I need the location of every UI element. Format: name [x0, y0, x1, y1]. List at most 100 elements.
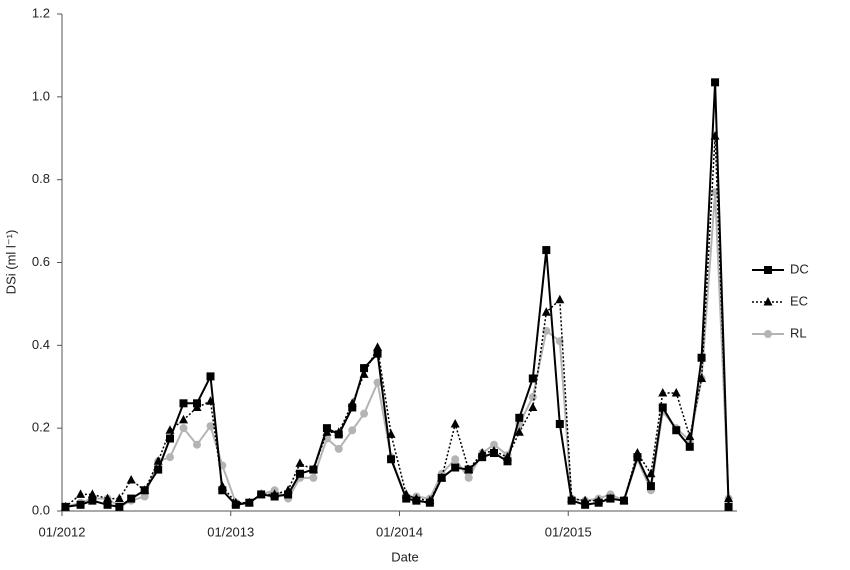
y-tick-label: 0.6: [32, 254, 50, 269]
marker-square: [127, 494, 136, 503]
marker-square: [685, 442, 694, 451]
marker-circle: [490, 440, 498, 449]
marker-square: [154, 465, 163, 474]
marker-square: [528, 374, 537, 383]
marker-square: [193, 399, 201, 408]
marker-triangle: [514, 427, 524, 436]
marker-circle: [206, 422, 215, 431]
marker-circle: [528, 393, 537, 402]
series-ec: [60, 131, 734, 511]
marker-triangle: [685, 431, 695, 440]
marker-circle: [555, 337, 564, 346]
marker-square: [555, 420, 564, 429]
marker-square: [425, 498, 434, 507]
x-axis-label: Date: [391, 549, 418, 564]
marker-triangle: [763, 297, 773, 306]
marker-square: [206, 372, 215, 381]
marker-square: [245, 498, 254, 507]
marker-square: [402, 494, 411, 503]
marker-square: [387, 455, 396, 464]
legend-label: RL: [790, 325, 807, 340]
marker-square: [567, 496, 576, 505]
marker-circle: [764, 330, 772, 338]
marker-square: [373, 349, 382, 358]
y-axis-label: DSi (ml l⁻¹): [3, 230, 18, 295]
marker-triangle: [555, 294, 565, 304]
marker-square: [711, 78, 720, 87]
marker-square: [179, 399, 188, 408]
marker-circle: [348, 426, 357, 435]
marker-triangle: [541, 307, 551, 316]
y-tick-label: 1.0: [32, 88, 50, 103]
marker-square: [231, 500, 240, 509]
y-tick-label: 0.4: [32, 337, 50, 352]
marker-triangle: [76, 489, 86, 498]
series-dc: [61, 78, 733, 511]
marker-square: [88, 496, 97, 505]
marker-triangle: [126, 474, 136, 484]
marker-triangle: [528, 402, 538, 411]
marker-square: [412, 496, 421, 505]
marker-square: [490, 449, 498, 458]
marker-square: [606, 494, 615, 503]
marker-square: [478, 453, 487, 462]
marker-square: [619, 496, 628, 505]
marker-triangle: [373, 342, 383, 351]
marker-square: [724, 502, 733, 511]
marker-circle: [451, 455, 460, 464]
legend-label: DC: [790, 261, 809, 276]
marker-square: [348, 403, 357, 412]
marker-triangle: [103, 493, 113, 503]
marker-square: [672, 426, 681, 435]
marker-circle: [166, 453, 174, 462]
marker-square: [115, 502, 124, 511]
marker-square: [464, 465, 473, 474]
x-tick-label: 01/2013: [207, 524, 254, 539]
marker-square: [581, 500, 590, 509]
marker-circle: [334, 444, 343, 453]
x-tick-label: 01/2014: [376, 524, 423, 539]
x-tick-label: 01/2012: [39, 524, 86, 539]
marker-square: [270, 492, 279, 501]
marker-square: [764, 266, 772, 274]
marker-circle: [193, 440, 201, 449]
marker-square: [309, 465, 318, 474]
y-tick-label: 0.0: [32, 502, 50, 517]
marker-triangle: [87, 489, 97, 498]
marker-triangle: [295, 458, 305, 467]
marker-square: [633, 453, 642, 462]
marker-circle: [309, 473, 318, 482]
marker-square: [257, 490, 266, 499]
marker-square: [140, 486, 149, 495]
marker-square: [103, 500, 112, 509]
marker-square: [542, 246, 551, 255]
marker-triangle: [450, 419, 460, 428]
legend-label: EC: [790, 293, 808, 308]
x-tick-label: 01/2015: [545, 524, 592, 539]
y-tick-label: 1.2: [32, 5, 50, 20]
marker-square: [646, 482, 655, 491]
marker-square: [334, 430, 343, 439]
marker-square: [697, 353, 706, 362]
marker-square: [437, 473, 446, 482]
marker-square: [451, 463, 460, 472]
marker-square: [76, 500, 85, 509]
marker-square: [360, 364, 369, 373]
y-tick-label: 0.2: [32, 420, 50, 435]
marker-square: [218, 486, 227, 495]
marker-triangle: [671, 387, 681, 397]
marker-circle: [464, 473, 473, 482]
series-rl: [61, 188, 733, 511]
series-line: [65, 81, 730, 508]
series-line: [65, 191, 730, 508]
marker-square: [658, 403, 667, 412]
marker-triangle: [114, 493, 124, 503]
marker-circle: [179, 424, 188, 433]
marker-square: [503, 457, 512, 466]
marker-circle: [140, 492, 149, 501]
marker-triangle: [658, 387, 668, 397]
marker-square: [166, 434, 174, 443]
marker-square: [295, 469, 304, 478]
marker-square: [284, 490, 293, 499]
